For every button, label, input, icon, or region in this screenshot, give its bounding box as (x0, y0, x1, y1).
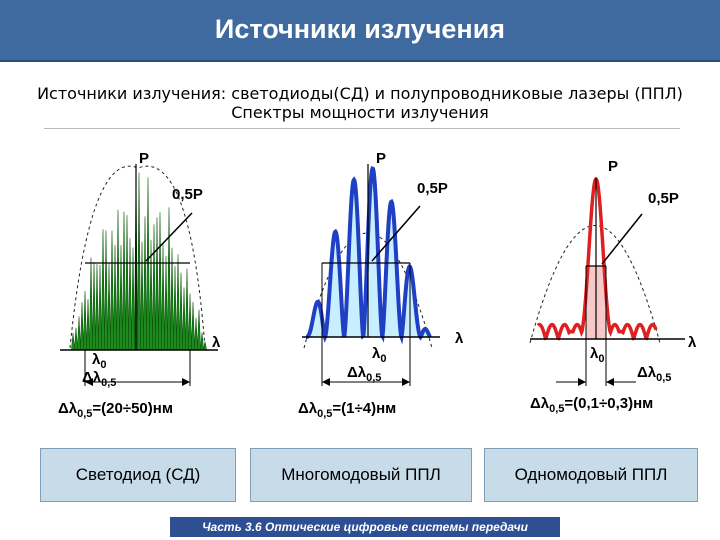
led-spectral-spike (173, 265, 177, 351)
led-envelope (69, 165, 206, 349)
led-lambda-label: λ (212, 334, 221, 351)
led-spectral-spike (86, 298, 90, 351)
led-spike-group (68, 172, 207, 351)
led-spectral-spike (158, 212, 162, 351)
led-spectrum-plot (60, 164, 218, 386)
led-spectral-spike (80, 302, 84, 351)
led-spectral-spike (155, 217, 159, 351)
led-spectral-spike (161, 244, 165, 351)
led-spectral-spike (191, 301, 195, 351)
led-spectral-spike (164, 255, 168, 351)
footer-bar: Часть 3.6 Оптические цифровые системы пе… (170, 517, 560, 537)
led-spectral-spike (137, 172, 141, 351)
led-delta-label: Δλ0,5 (82, 369, 117, 389)
led-p-label: P (139, 150, 150, 167)
led-spectral-spike (92, 262, 96, 351)
singlemode-lambda0-label: λ0 (590, 345, 605, 365)
led-spectral-spike (116, 209, 120, 351)
led-spectral-spike (101, 229, 105, 351)
led-spectral-spike (182, 287, 186, 351)
led-spectral-spike (71, 332, 75, 351)
led-spectral-spike (176, 254, 180, 351)
singlemode-width-arrowhead-right (606, 378, 614, 386)
led-spectral-spike (110, 230, 114, 351)
led-spectral-spike (140, 241, 144, 351)
led-spectral-spike (128, 238, 132, 351)
singlemode-envelope (529, 225, 661, 344)
led-spectral-spike (143, 216, 147, 351)
singlemode-spectrum-plot (529, 176, 685, 386)
led-spectral-spike (95, 263, 99, 351)
led-spectral-spike (83, 290, 87, 351)
divider (44, 128, 680, 129)
led-spectral-spike (113, 245, 117, 351)
caption-singlemode-laser: Одномодовый ППЛ (484, 448, 698, 502)
led-spectral-spike (188, 293, 192, 351)
led-spectral-spike (104, 230, 108, 351)
singlemode-curve (536, 176, 658, 341)
caption-multimode-laser: Многомодовый ППЛ (250, 448, 472, 502)
singlemode-lambda-label: λ (688, 334, 697, 351)
led-spectral-spike (125, 215, 129, 351)
led-spectral-spike (185, 268, 189, 351)
led-spectral-spike (203, 341, 207, 351)
multimode-envelope (303, 232, 433, 349)
led-half-pointer (145, 212, 193, 262)
multimode-p-label: P (376, 150, 387, 167)
panel-led: P 0,5P λ λ0 Δλ0,5 Δλ0,5=(20÷50)нм (40, 138, 270, 438)
singlemode-width-arrowhead-left (578, 378, 586, 386)
singlemode-p-label: P (608, 158, 619, 175)
singlemode-delta-label: Δλ0,5 (637, 364, 672, 384)
led-spectral-spike (197, 309, 201, 351)
intro-line-2: Спектры мощности излучения (231, 103, 489, 122)
multimode-half-pointer (371, 205, 421, 262)
led-spectral-spike (77, 316, 81, 351)
multimode-spectrum-plot (302, 164, 440, 386)
led-spectral-spike (179, 272, 183, 351)
led-width-arrowhead-left (85, 378, 93, 386)
led-spectral-spike (194, 317, 198, 351)
caption-led: Светодиод (СД) (40, 448, 236, 502)
multimode-half-label: 0,5P (417, 180, 448, 197)
led-lambda0-label: λ0 (92, 351, 107, 371)
title-bar: Источники излучения (0, 0, 720, 62)
led-spectral-spike (74, 327, 78, 351)
led-width-arrowhead-right (182, 378, 190, 386)
singlemode-half-label: 0,5P (648, 190, 679, 207)
led-spectral-spike (89, 257, 93, 351)
page-title: Источники излучения (214, 14, 506, 44)
led-spectral-spike (200, 332, 204, 351)
multimode-delta-label: Δλ0,5 (347, 364, 382, 384)
multimode-lambda0-label: λ0 (372, 345, 387, 365)
led-spectral-spike (122, 211, 126, 351)
led-spectral-spike (119, 245, 123, 351)
led-formula: Δλ0,5=(20÷50)нм (58, 400, 173, 420)
panel-singlemode-laser: P 0,5P λ λ0 Δλ0,5 Δλ0,5=(0,1÷0,3)нм (490, 138, 720, 438)
multimode-lambda-label: λ (455, 330, 464, 347)
multimode-formula: Δλ0,5=(1÷4)нм (298, 400, 397, 420)
led-spectral-spike (152, 224, 156, 351)
intro-line-1: Источники излучения: светодиоды(СД) и по… (37, 84, 683, 103)
led-spectral-spike (167, 207, 171, 351)
led-half-label: 0,5P (172, 186, 203, 203)
led-spectral-spike (146, 177, 150, 351)
panel-multimode-laser: P 0,5P λ λ0 Δλ0,5 Δλ0,5=(1÷4)нм (262, 138, 492, 438)
singlemode-half-pointer (601, 213, 643, 265)
singlemode-formula: Δλ0,5=(0,1÷0,3)нм (530, 395, 654, 415)
multimode-width-arrowhead-left (322, 378, 330, 386)
multimode-width-arrowhead-right (402, 378, 410, 386)
led-spectral-spike (98, 264, 102, 351)
led-spectral-spike (107, 263, 111, 351)
